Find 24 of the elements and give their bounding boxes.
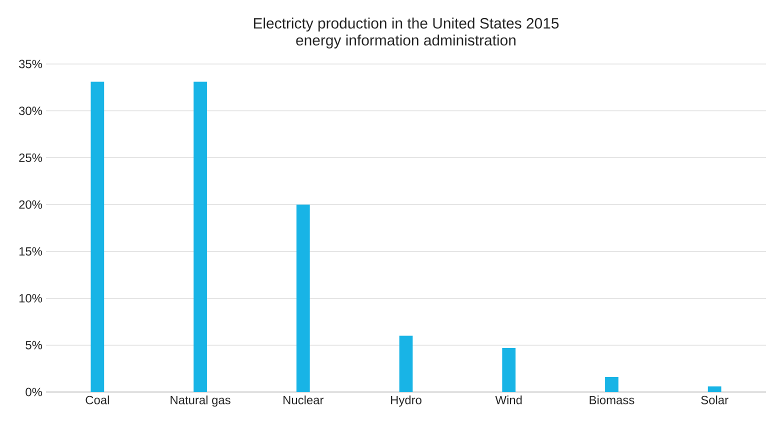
y-tick-label: 15%	[19, 247, 42, 256]
y-tick-label: 10%	[19, 294, 42, 303]
bar	[708, 386, 722, 392]
y-tick-label: 0%	[26, 388, 42, 396]
x-tick-label: Solar	[701, 396, 728, 404]
bar	[605, 377, 618, 392]
y-tick-label: 20%	[19, 200, 42, 209]
y-tick-label: 35%	[19, 60, 42, 68]
y-tick-label: 25%	[19, 153, 42, 162]
x-tick-label: Natural gas	[170, 396, 230, 407]
bar	[502, 348, 516, 392]
y-tick-label: 5%	[26, 340, 42, 350]
bar	[296, 204, 310, 392]
bar	[194, 82, 207, 392]
x-tick-label: Coal	[86, 396, 109, 404]
bar	[90, 82, 104, 392]
x-tick-label: Wind	[495, 396, 522, 404]
x-tick-label: Biomass	[590, 396, 634, 404]
chart-title: Electricty production in the United States 2015	[254, 18, 559, 32]
x-tick-label: Nuclear	[284, 396, 324, 404]
y-tick-label: 30%	[19, 106, 42, 116]
bar	[399, 336, 413, 392]
x-tick-label: Hydro	[391, 396, 422, 407]
chart-subtitle: energy information administration	[296, 34, 516, 48]
